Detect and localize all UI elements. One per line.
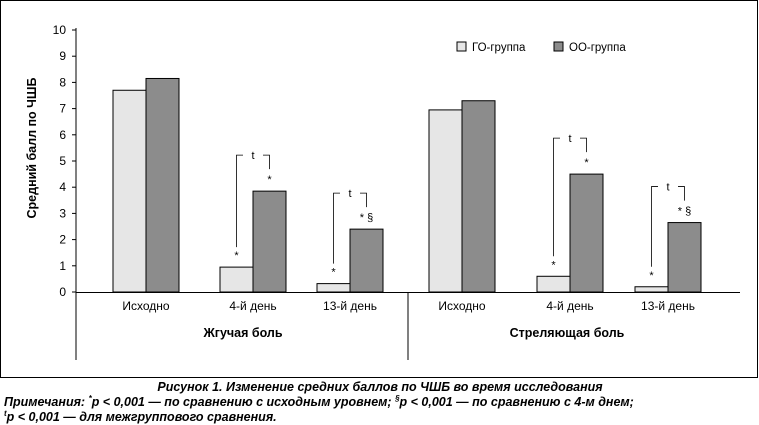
bar-chart: Средний балл по ЧШБ 0 1 2 3 4 5 6 7 8 9 10 * * t * * §…: [0, 0, 758, 378]
annotation-oo: * §: [678, 206, 691, 218]
bar-oo-group: [667, 222, 702, 293]
bar-oo-group: [252, 190, 287, 293]
annotation-go: *: [649, 270, 654, 282]
annotation-oo: *: [584, 157, 589, 169]
category-label: 4-й день: [229, 299, 276, 313]
bracket-left: [651, 186, 658, 267]
bracket-right: [360, 192, 367, 208]
bracket-left: [236, 154, 243, 248]
legend-swatch-go: [456, 41, 467, 52]
group-label: Стреляющая боль: [510, 326, 625, 340]
category-labels: Жгучая боль Исходно 4-й день 13-й день Стрел…: [122, 299, 695, 340]
legend-label-oo: ОО-группа: [569, 42, 626, 54]
annotation-go: *: [234, 250, 239, 262]
bracket-right: [263, 154, 270, 170]
bar-oo-group: [461, 100, 496, 293]
y-tick-label: 7: [59, 102, 66, 116]
bracket-right: [580, 137, 587, 153]
legend-swatch-oo: [553, 41, 564, 52]
group-label: Жгучая боль: [202, 326, 282, 340]
y-tick-label: 9: [59, 49, 66, 63]
y-axis-label: Средний балл по ЧШБ: [25, 78, 39, 219]
caption-notes-line-2: tp < 0,001 — для межгруппового сравнения…: [4, 408, 756, 425]
y-tick-label: 10: [53, 23, 67, 37]
note1-mark: *: [88, 393, 92, 403]
y-tick-label: 1: [59, 259, 66, 273]
bar-oo-group: [569, 173, 604, 293]
annotation-go: *: [551, 259, 556, 271]
y-tick-label: 0: [59, 285, 66, 299]
bar-oo-group: [349, 228, 384, 293]
bracket-label: t: [348, 188, 351, 200]
note3-text: p < 0,001 — для межгруппового сравнения.: [6, 410, 277, 424]
bar-go-group: [112, 89, 147, 293]
bars-layer: [112, 77, 702, 293]
note2-mark: §: [395, 393, 400, 403]
annotation-go: *: [331, 267, 336, 279]
y-tick-label: 3: [59, 206, 66, 220]
category-label: 13-й день: [641, 299, 695, 313]
bar-go-group: [316, 283, 351, 293]
annotation-oo: *: [267, 174, 272, 186]
notes-prefix: Примечания:: [4, 395, 89, 409]
category-label: Исходно: [122, 299, 170, 313]
figure-caption: Рисунок 1. Изменение средних баллов по Ч…: [4, 380, 756, 425]
y-axis-ticks: 0 1 2 3 4 5 6 7 8 9 10: [53, 23, 76, 299]
caption-notes-line-1: Примечания: *p < 0,001 — по сравнению с …: [4, 393, 756, 410]
bracket-right: [678, 186, 685, 201]
bar-go-group: [219, 266, 254, 293]
bracket-left: [553, 137, 560, 257]
y-tick-label: 8: [59, 75, 66, 89]
bracket-label: t: [568, 133, 571, 145]
annotation-oo: * §: [360, 212, 373, 224]
bar-go-group: [428, 109, 463, 293]
caption-title: Рисунок 1. Изменение средних баллов по Ч…: [157, 380, 603, 394]
bracket-label: t: [666, 182, 669, 194]
note3-mark: t: [4, 408, 7, 418]
y-tick-label: 2: [59, 233, 66, 247]
note2-text: p < 0,001 — по сравнению с 4-м днем;: [399, 395, 634, 409]
y-tick-label: 5: [59, 154, 66, 168]
bracket-label: t: [251, 150, 254, 162]
annotations-layer: * * t * * § t * * t * * § t: [234, 133, 691, 282]
category-label: 13-й день: [323, 299, 377, 313]
y-tick-label: 6: [59, 128, 66, 142]
bar-oo-group: [145, 77, 180, 293]
category-label: 4-й день: [546, 299, 593, 313]
y-tick-label: 4: [59, 180, 66, 194]
bar-go-group: [536, 275, 571, 293]
bracket-left: [333, 192, 340, 264]
bar-go-group: [634, 286, 669, 293]
category-label: Исходно: [438, 299, 486, 313]
legend-label-go: ГО-группа: [472, 42, 526, 54]
note1-text: p < 0,001 — по сравнению с исходным уров…: [91, 395, 396, 409]
legend: ГО-группа ОО-группа: [456, 41, 626, 54]
